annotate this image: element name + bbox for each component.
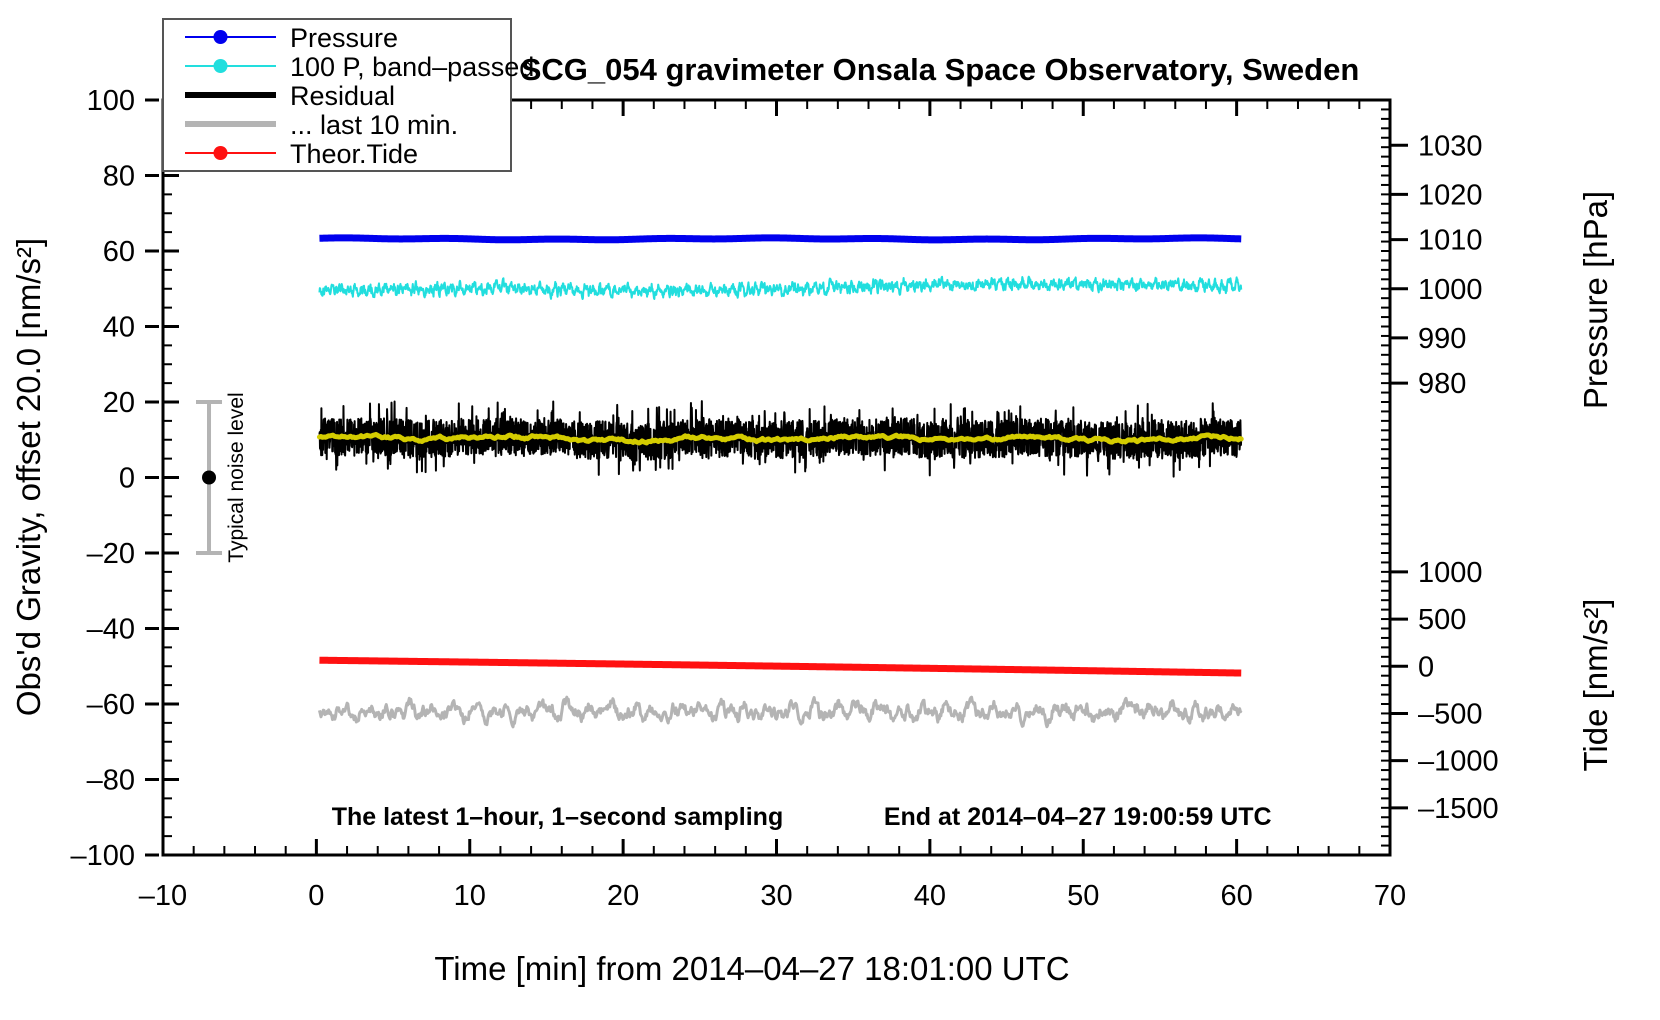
- y-tick-label: 20: [103, 387, 135, 419]
- legend-item-label: 100 P, band–passed: [290, 52, 534, 82]
- tide-tick-label: 0: [1418, 651, 1434, 683]
- pressure-tick-label: 1030: [1418, 130, 1483, 162]
- y-tick-label: –80: [87, 765, 135, 797]
- legend-marker-dot: [213, 59, 228, 73]
- trace-last-10-min: [317, 695, 1243, 729]
- legend-item-label: Residual: [290, 81, 395, 111]
- x-tick-label: 30: [760, 880, 792, 912]
- y-tick-label: –40: [87, 614, 135, 646]
- y-tick-label: –100: [70, 840, 135, 872]
- pressure-tick-label: 1000: [1418, 274, 1483, 306]
- y-tick-label: 0: [119, 463, 135, 495]
- y-tick-label: –60: [87, 689, 135, 721]
- pressure-tick-label: 1010: [1418, 225, 1483, 257]
- y-axis-title-pressure: Pressure [hPa]: [1577, 191, 1614, 409]
- x-axis-title: Time [min] from 2014–04–27 18:01:00 UTC: [434, 950, 1069, 987]
- y-axis-title-left: Obs'd Gravity, offset 20.0 [nm/s²]: [10, 238, 47, 716]
- tide-tick-label: –1000: [1418, 746, 1499, 778]
- x-tick-label: 60: [1220, 880, 1252, 912]
- legend-marker-dot: [213, 146, 228, 160]
- y-tick-label: 80: [103, 161, 135, 193]
- trace-bandpassed-pressure: [318, 275, 1243, 301]
- x-tick-label: 40: [914, 880, 946, 912]
- y-tick-label: 100: [87, 85, 135, 117]
- page-title: SCG_054 gravimeter Onsala Space Observat…: [521, 52, 1360, 87]
- tide-tick-label: 500: [1418, 604, 1466, 636]
- data-traces: [316, 234, 1244, 729]
- pressure-tick-label: 980: [1418, 368, 1466, 400]
- typical-noise-level-annotation: Typical noise level: [196, 392, 248, 563]
- x-tick-label: –10: [139, 880, 187, 912]
- x-tick-label: 50: [1067, 880, 1099, 912]
- noise-level-label: Typical noise level: [225, 392, 248, 562]
- x-axis-ticks: –10 0 10 20 30 40 50 60 70: [139, 100, 1406, 912]
- trace-theoretical-tide: [317, 656, 1244, 677]
- tide-tick-label: –500: [1418, 698, 1483, 730]
- x-tick-label: 10: [454, 880, 486, 912]
- y-tick-label: 40: [103, 312, 135, 344]
- legend-item-label: ... last 10 min.: [290, 110, 458, 140]
- y-tick-label: –20: [87, 538, 135, 570]
- sampling-note: The latest 1–hour, 1–second sampling: [332, 803, 784, 831]
- legend-item-label: Theor.Tide: [290, 139, 418, 169]
- y-axis-ticks-right: 1030 1020 1010 1000 990 980 1000 500 0 –500 –1000 –…: [1381, 99, 1499, 856]
- trace-residual-smoothed: [316, 431, 1244, 446]
- tide-tick-label: 1000: [1418, 557, 1483, 589]
- pressure-tick-label: 990: [1418, 323, 1466, 355]
- pressure-tick-label: 1020: [1418, 179, 1483, 211]
- x-tick-label: 0: [308, 880, 324, 912]
- y-axis-title-tide: Tide [nm/s²]: [1577, 599, 1614, 772]
- tide-tick-label: –1500: [1418, 793, 1499, 825]
- y-tick-label: 60: [103, 236, 135, 268]
- legend-item-label: Pressure: [290, 23, 398, 53]
- y-axis-ticks-left: 100 80 60 40 20 0 –20 –40 –60 –80 –100: [70, 85, 179, 872]
- legend-marker-dot: [213, 30, 228, 44]
- trace-pressure: [316, 234, 1244, 244]
- x-tick-label: 70: [1374, 880, 1406, 912]
- trace-residual: [318, 400, 1243, 478]
- end-time-note: End at 2014–04–27 19:00:59 UTC: [884, 803, 1272, 831]
- x-tick-label: 20: [607, 880, 639, 912]
- noise-center-dot: [202, 470, 217, 485]
